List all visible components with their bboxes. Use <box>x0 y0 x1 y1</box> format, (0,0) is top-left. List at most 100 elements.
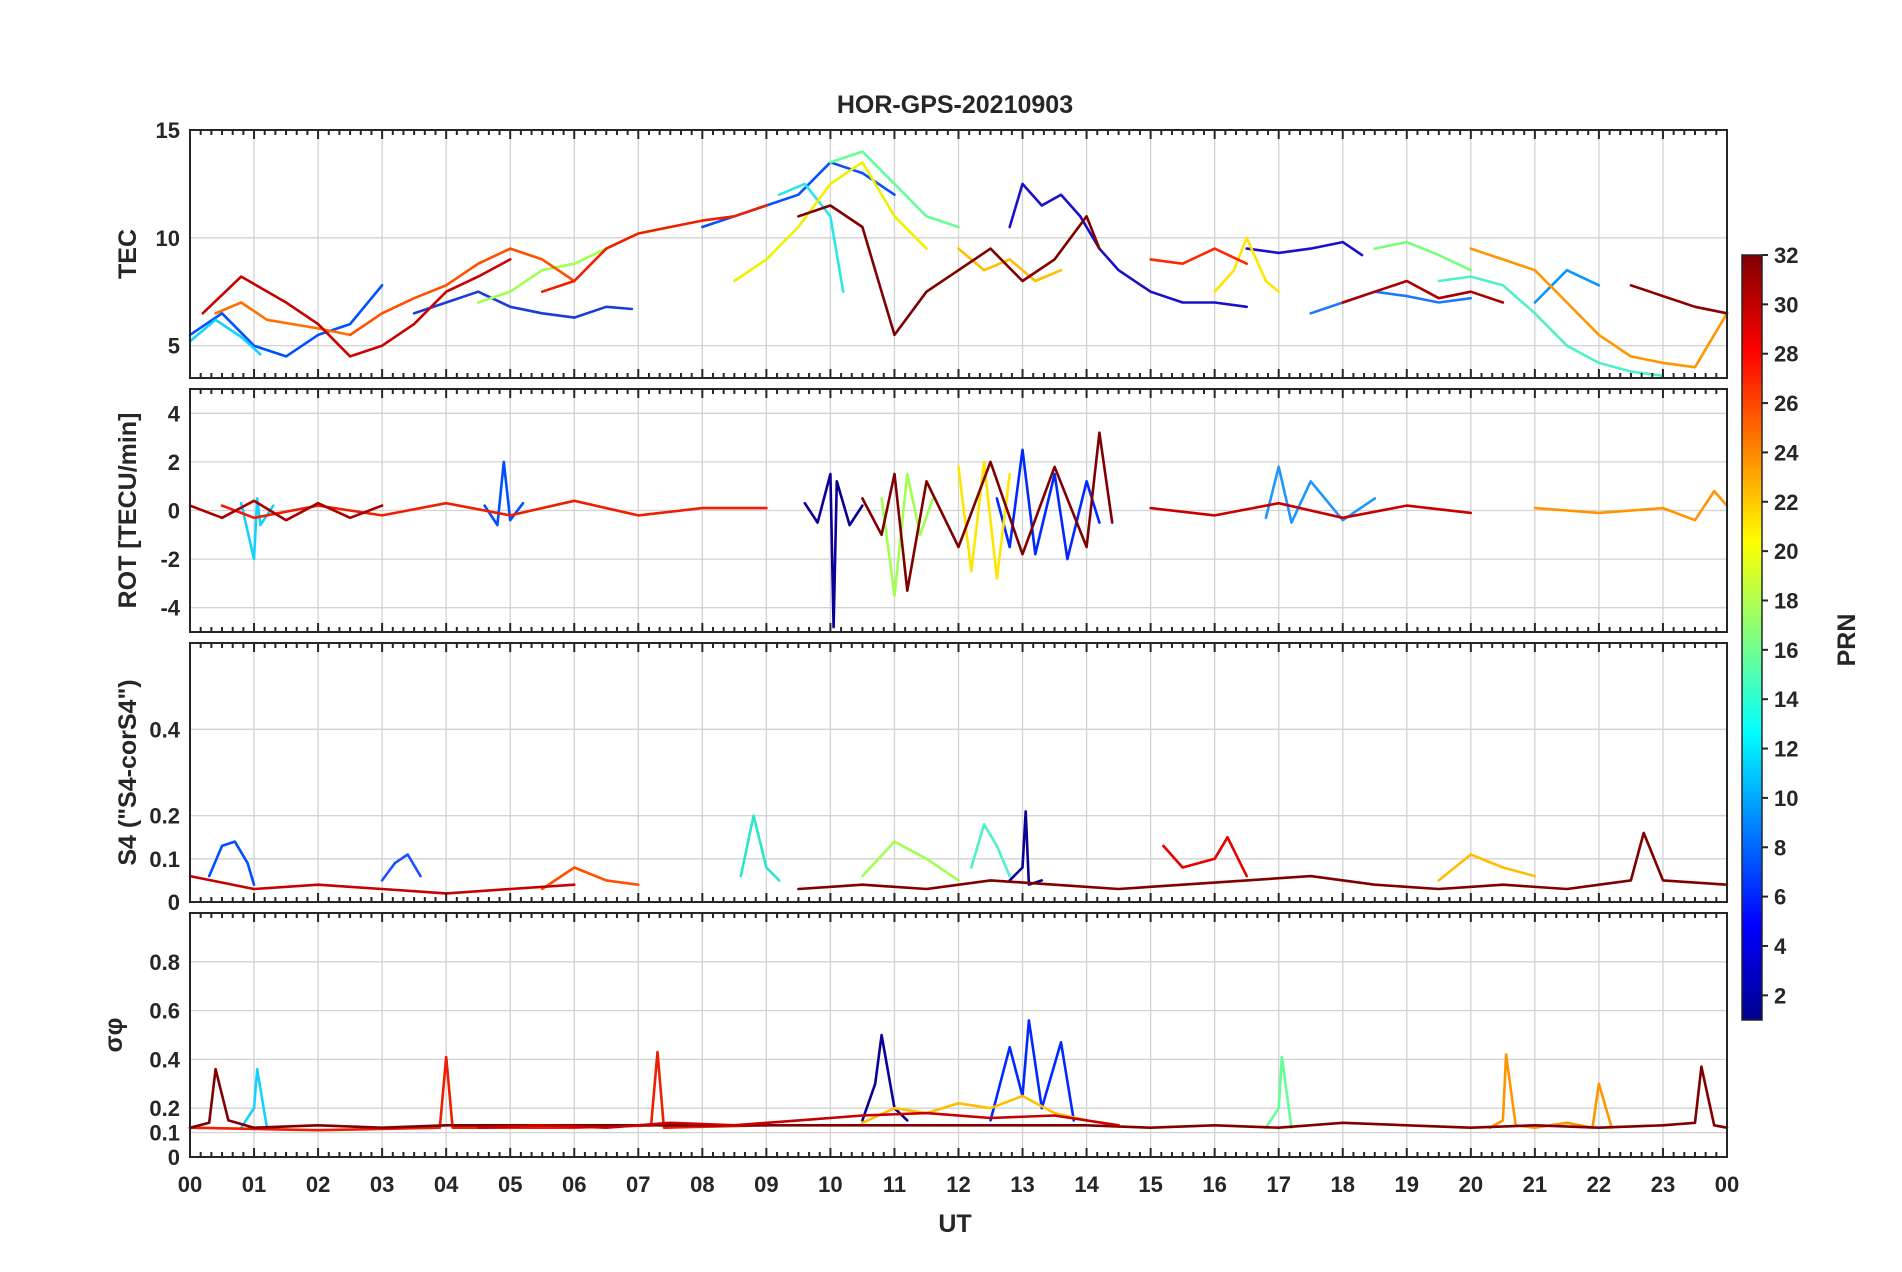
x-tick-label: 22 <box>1587 1172 1611 1197</box>
series-line-prn-6 <box>188 283 384 358</box>
y-tick-label: 0 <box>168 890 180 915</box>
colorbar-tick-label: 22 <box>1774 490 1798 515</box>
y-tick-label: 0.1 <box>149 1121 180 1146</box>
x-tick-label: 09 <box>754 1172 778 1197</box>
colorbar-tick-label: 24 <box>1774 440 1799 465</box>
y-tick-label: 0.1 <box>149 847 180 872</box>
y-tick-label: 15 <box>156 118 180 143</box>
y-axis-label: TEC <box>114 229 142 279</box>
x-tick-label: 18 <box>1331 1172 1355 1197</box>
x-tick-label: 08 <box>690 1172 714 1197</box>
panel-2: -4 -2 0 2 4 ROT [TECU/min] <box>114 388 1729 633</box>
series-line-prn-28 <box>220 499 768 520</box>
colorbar-tick-label: 4 <box>1774 934 1787 959</box>
x-tick-label: 06 <box>562 1172 586 1197</box>
colorbar-tick-label: 30 <box>1774 292 1798 317</box>
series-line-prn-32 <box>861 431 1114 593</box>
panel-frame <box>189 642 1728 903</box>
series-line-prn-17 <box>1373 240 1473 272</box>
series-line-prn-28 <box>1162 835 1248 878</box>
x-tick-label: 16 <box>1202 1172 1226 1197</box>
series-line-prn-32 <box>797 831 1729 891</box>
x-axis-label: UT <box>938 1210 971 1238</box>
x-tick-label: 12 <box>946 1172 970 1197</box>
series-line-prn-12 <box>239 497 275 561</box>
series-line-prn-4 <box>1245 240 1364 257</box>
y-tick-label: -2 <box>160 547 180 572</box>
series-line-prn-30 <box>476 1111 1120 1129</box>
x-tick-label: 00 <box>178 1172 202 1197</box>
series-line-prn-6 <box>483 460 525 527</box>
series-line-prn-22 <box>957 247 1063 283</box>
series-line-prn-30 <box>1149 501 1473 520</box>
series-line-prn-16 <box>1264 1055 1293 1129</box>
colorbar-tick-label: 14 <box>1774 687 1799 712</box>
x-tick-label: 10 <box>818 1172 842 1197</box>
colorbar-tick-label: 28 <box>1774 342 1798 367</box>
series-line-prn-22 <box>861 1094 1088 1125</box>
colorbar-tick-label: 32 <box>1774 243 1798 268</box>
series-line-prn-24 <box>1488 1053 1613 1129</box>
series-line-prn-7 <box>412 290 634 319</box>
series-line-prn-26 <box>540 866 640 891</box>
colorbar-tick-label: 26 <box>1774 391 1798 416</box>
series-line-prn-31 <box>188 499 384 522</box>
series-line-prn-14 <box>739 814 781 882</box>
x-tick-label: 02 <box>306 1172 330 1197</box>
series-line-prn-24 <box>1469 247 1729 369</box>
colorbar-tick-label: 6 <box>1774 885 1786 910</box>
y-tick-label: 0.2 <box>149 1096 180 1121</box>
panel-4: 00.10.2 0.4 0.6 0.8 σφ <box>100 912 1729 1170</box>
series-line-prn-2 <box>1008 810 1044 887</box>
x-tick-label: 23 <box>1651 1172 1675 1197</box>
y-tick-label: 0.8 <box>149 950 180 975</box>
colorbar-tick-label: 18 <box>1774 588 1798 613</box>
series-line-prn-18 <box>880 472 935 597</box>
series-line-prn-20 <box>733 161 928 283</box>
colorbar-label: PRN <box>1833 614 1861 667</box>
series-line-prn-2 <box>803 472 864 629</box>
x-tick-label: 01 <box>242 1172 266 1197</box>
y-tick-label: 2 <box>168 450 180 475</box>
series-line-prn-27 <box>1149 247 1248 266</box>
series-line-prn-14 <box>1437 275 1665 378</box>
series-line-prn-21 <box>1213 236 1280 294</box>
y-tick-label: 0.2 <box>149 804 180 829</box>
x-tick-labels: 00 01 02 03 04 05 06 07 08 09 10 11 12 13 14 15 16 17 18 19… <box>178 1172 1739 1197</box>
series-line-prn-28 <box>188 1050 768 1132</box>
y-tick-label: 0 <box>168 1145 180 1170</box>
colorbar-tick-label: 16 <box>1774 638 1798 663</box>
x-tick-label: 15 <box>1138 1172 1162 1197</box>
series-line-prn-2 <box>1008 182 1248 309</box>
y-axis-label: σφ <box>100 1018 128 1053</box>
series-line-prn-25 <box>214 301 352 337</box>
y-axis-label: ROT [TECU/min] <box>114 413 142 609</box>
panel-frame <box>189 912 1728 1158</box>
colorbar-tick-label: 20 <box>1774 539 1798 564</box>
panel-frame <box>189 388 1728 633</box>
y-tick-label: 5 <box>168 334 180 359</box>
series-line-prn-12 <box>188 318 262 356</box>
series-line-prn-12 <box>239 1067 269 1129</box>
series-line-prn-4 <box>995 448 1101 561</box>
y-tick-label: 0.4 <box>149 717 180 742</box>
x-tick-label: 00 <box>1715 1172 1739 1197</box>
y-tick-label: 0.4 <box>149 1047 180 1072</box>
panel-1: 5 10 15 TEC <box>114 118 1729 379</box>
series-line-prn-32 <box>188 1065 1729 1129</box>
x-tick-label: 17 <box>1266 1172 1290 1197</box>
y-tick-label: 10 <box>156 226 180 251</box>
x-tick-label: 07 <box>626 1172 650 1197</box>
x-tick-label: 03 <box>370 1172 394 1197</box>
colorbar-tick-label: 2 <box>1774 983 1786 1008</box>
x-tick-label: 21 <box>1523 1172 1547 1197</box>
panel-3: 0 0.1 0.2 0.4 S4 ("S4-corS4") <box>114 642 1729 915</box>
series-line-prn-16 <box>829 150 960 229</box>
x-tick-label: 13 <box>1010 1172 1034 1197</box>
series-line-prn-28 <box>540 204 768 294</box>
x-tick-label: 14 <box>1074 1172 1099 1197</box>
series-line-prn-31 <box>1341 279 1505 304</box>
series-line-prn-22 <box>1437 853 1537 882</box>
